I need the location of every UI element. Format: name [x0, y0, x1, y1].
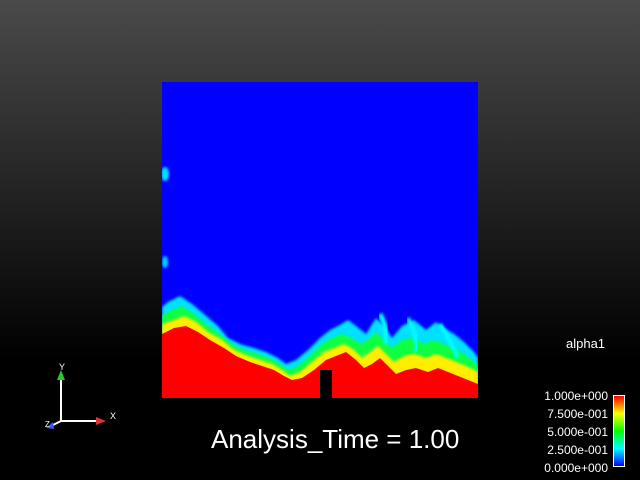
legend-tick: 2.500e-001: [547, 443, 608, 457]
liquid-region-red: [162, 326, 478, 398]
render-viewport[interactable]: [162, 82, 478, 398]
legend-tick: 5.000e-001: [547, 425, 608, 439]
z-axis-label: Z: [45, 420, 50, 429]
analysis-time-label: Analysis_Time = 1.00: [211, 424, 460, 454]
legend-tick-labels: 1.000e+000 7.500e-001 5.000e-001 2.500e-…: [508, 388, 608, 478]
wisp: [406, 317, 419, 353]
droplet: [162, 256, 168, 268]
wisp: [377, 312, 389, 345]
z-axis-arrow-icon: [46, 422, 54, 429]
volume-fraction-field: [162, 167, 478, 398]
x-axis-arrow-icon: [96, 417, 106, 425]
legend-tick: 7.500e-001: [547, 407, 608, 421]
y-axis-arrow-icon: [57, 370, 65, 380]
wisp: [438, 322, 460, 359]
obstacle-block: [320, 370, 332, 398]
x-axis-label: X: [110, 411, 117, 421]
color-legend-bar: [613, 395, 625, 467]
legend-tick: 1.000e+000: [544, 389, 608, 403]
legend-tick: 0.000e+000: [544, 461, 608, 475]
legend-title: alpha1: [566, 336, 606, 351]
droplet: [162, 167, 169, 181]
y-axis-label: Y: [59, 362, 66, 372]
orientation-axes: Y X Z: [40, 358, 130, 438]
